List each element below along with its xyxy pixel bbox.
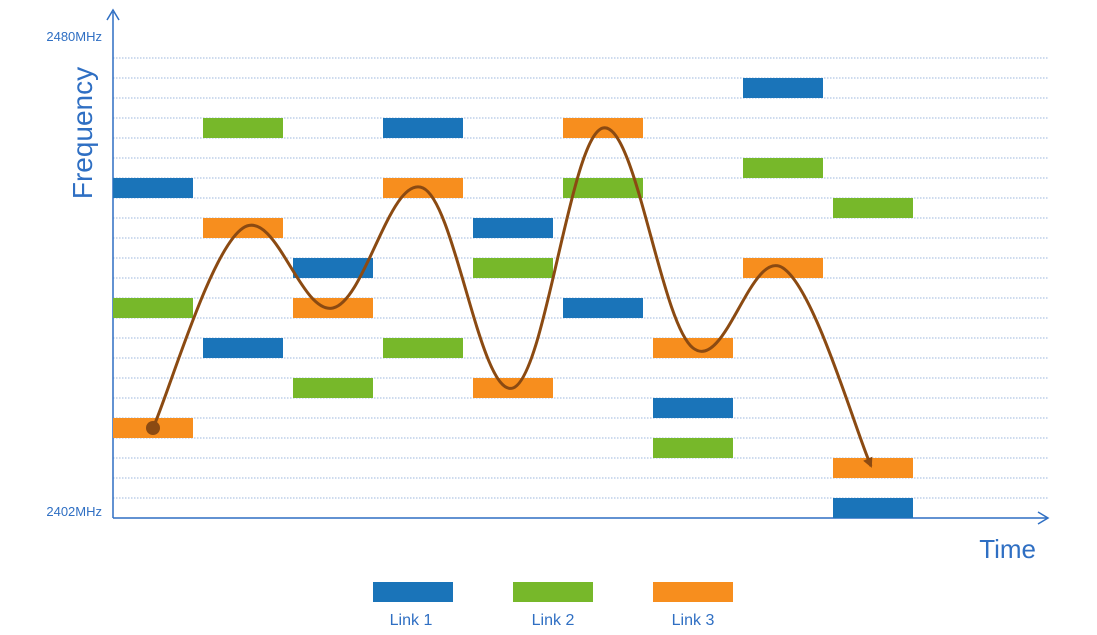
link2-hop-block [743, 158, 823, 178]
legend-swatch-link3 [653, 582, 733, 602]
legend-swatch-link1 [373, 582, 453, 602]
link1-hop-block [203, 338, 283, 358]
link1-hop-block [563, 298, 643, 318]
link1-hop-block [383, 118, 463, 138]
link1-hop-block [293, 258, 373, 278]
link2-hop-block [473, 258, 553, 278]
y-axis-arrow-icon [106, 8, 120, 21]
legend-label-link3: Link 3 [672, 612, 715, 629]
x-axis-label: Time [979, 534, 1036, 564]
link2-hop-block [383, 338, 463, 358]
link2-hop-block [833, 198, 913, 218]
link2-hop-block [203, 118, 283, 138]
link1-hop-block [833, 498, 913, 518]
legend-swatch-link2 [513, 582, 593, 602]
link1-hop-block [473, 218, 553, 238]
link2-hop-block [113, 298, 193, 318]
legend: Link 1 Link 2 Link 3 [373, 582, 733, 629]
hop-path-start-dot [146, 421, 160, 435]
link1-hop-block [653, 398, 733, 418]
link2-hop-block [293, 378, 373, 398]
link2-hop-block [563, 178, 643, 198]
y-axis-top-tick: 2480MHz [46, 29, 102, 44]
y-axis-bottom-tick: 2402MHz [46, 504, 102, 519]
y-axis-label: Frequency [67, 67, 98, 199]
x-axis-arrow-icon [1037, 511, 1050, 525]
link3-hop-block [833, 458, 913, 478]
link1-hop-block [743, 78, 823, 98]
legend-label-link2: Link 2 [532, 612, 575, 629]
link1-hop-block [113, 178, 193, 198]
hop-path-curve [151, 126, 873, 468]
legend-label-link1: Link 1 [390, 612, 433, 629]
link2-hop-block [653, 438, 733, 458]
